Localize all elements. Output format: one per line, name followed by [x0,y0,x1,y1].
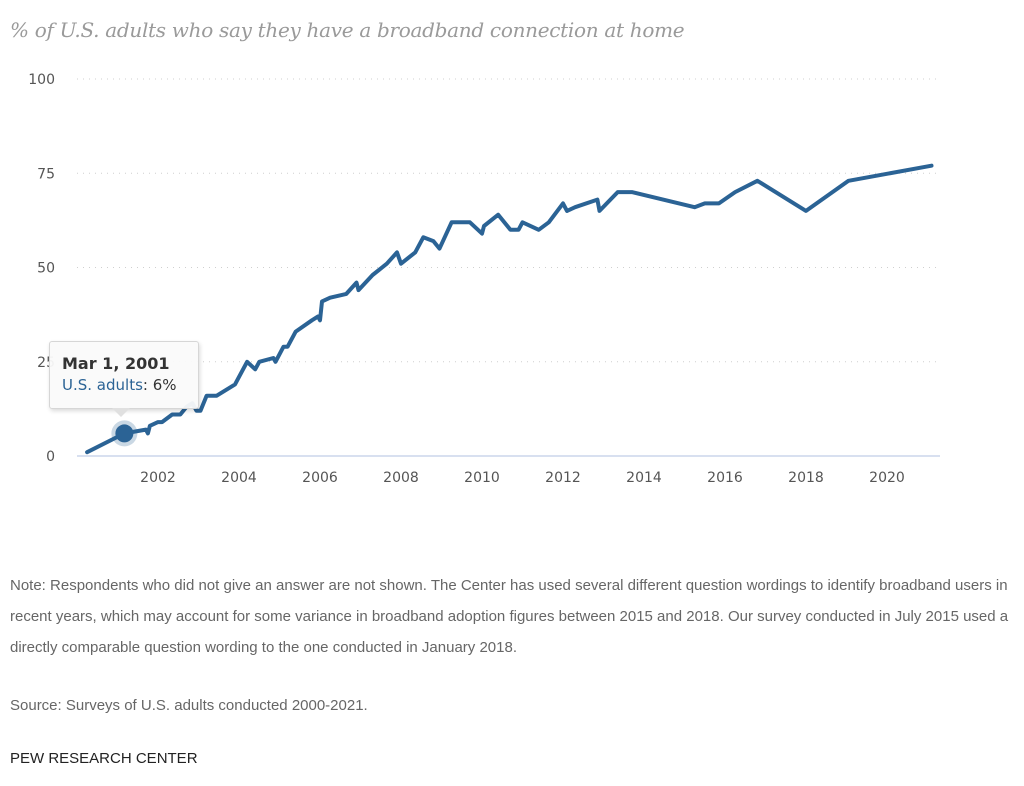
tooltip-value: 6% [152,376,177,394]
data-point[interactable] [327,295,333,301]
data-point[interactable] [159,419,165,425]
data-point[interactable] [353,280,359,286]
data-point[interactable] [272,359,278,365]
data-point[interactable] [594,197,600,203]
hover-point[interactable] [115,424,134,443]
data-point[interactable] [629,189,635,195]
data-point[interactable] [145,430,151,436]
data-point[interactable] [398,261,404,267]
x-tick-label: 2020 [869,470,905,486]
data-point[interactable] [198,408,204,414]
data-point[interactable] [232,381,238,387]
y-tick-label: 50 [37,261,55,277]
chart-note: Note: Respondents who did not give an an… [10,577,1009,656]
y-tick-label: 100 [28,72,55,88]
data-point[interactable] [615,189,621,195]
data-point[interactable] [467,219,473,225]
data-point[interactable] [732,189,738,195]
x-tick-label: 2006 [302,470,338,486]
data-point[interactable] [252,366,258,372]
series-points [84,163,934,456]
data-point[interactable] [169,412,175,418]
data-point[interactable] [702,200,708,206]
x-axis-ticks: 2002 2004 2006 2008 2010 2012 2014 2016 2018 2020 [140,470,905,486]
data-point[interactable] [293,329,299,335]
data-point[interactable] [507,227,513,233]
tooltip-line: U.S. adults: 6% [62,376,198,394]
data-point[interactable] [572,204,578,210]
data-point[interactable] [220,389,226,395]
tooltip: Mar 1, 2001 U.S. adults: 6% [49,341,199,417]
y-tick-label: 0 [46,449,55,465]
data-point[interactable] [929,163,935,169]
data-point[interactable] [84,449,90,455]
data-point[interactable] [177,412,183,418]
data-point[interactable] [520,219,526,225]
x-tick-label: 2018 [788,470,824,486]
data-point[interactable] [420,234,426,240]
hover-marker [111,420,138,447]
data-point[interactable] [355,287,361,293]
data-point[interactable] [449,219,455,225]
data-point[interactable] [479,231,485,237]
data-point[interactable] [285,344,291,350]
data-point[interactable] [515,227,521,233]
chart-source: Source: Surveys of U.S. adults conducted… [10,697,368,714]
brand-footer: PEW RESEARCH CENTER [10,750,198,767]
data-point[interactable] [560,200,566,206]
x-tick-label: 2014 [626,470,662,486]
data-point[interactable] [495,212,501,218]
data-point[interactable] [214,393,220,399]
x-tick-label: 2008 [383,470,419,486]
data-point[interactable] [319,298,325,304]
tooltip-series-label: U.S. adults [62,376,143,394]
data-point[interactable] [244,359,250,365]
data-point[interactable] [803,208,809,214]
data-point[interactable] [754,178,760,184]
data-point[interactable] [716,200,722,206]
data-point[interactable] [256,359,262,365]
data-point[interactable] [564,208,570,214]
y-tick-label: 75 [37,166,55,182]
data-point[interactable] [317,317,323,323]
x-tick-label: 2016 [707,470,743,486]
data-point[interactable] [596,208,602,214]
data-point[interactable] [309,317,315,323]
data-point[interactable] [343,291,349,297]
data-point[interactable] [430,238,436,244]
data-point[interactable] [692,204,698,210]
x-tick-label: 2012 [545,470,581,486]
data-point[interactable] [147,423,153,429]
x-tick-label: 2002 [140,470,176,486]
chart-title: % of U.S. adults who say they have a bro… [10,18,685,42]
data-point[interactable] [370,272,376,278]
tooltip-separator: : [142,376,153,394]
data-point[interactable] [394,249,400,255]
data-point[interactable] [412,249,418,255]
data-point[interactable] [536,227,542,233]
data-point[interactable] [384,261,390,267]
data-point[interactable] [546,219,552,225]
series-line-us-adults[interactable] [85,163,934,455]
data-point[interactable] [436,246,442,252]
tooltip-date: Mar 1, 2001 [62,354,170,373]
x-tick-label: 2004 [221,470,257,486]
x-tick-label: 2010 [464,470,500,486]
data-point[interactable] [204,393,210,399]
data-point[interactable] [846,178,852,184]
gridlines [77,78,940,363]
data-point[interactable] [481,223,487,229]
